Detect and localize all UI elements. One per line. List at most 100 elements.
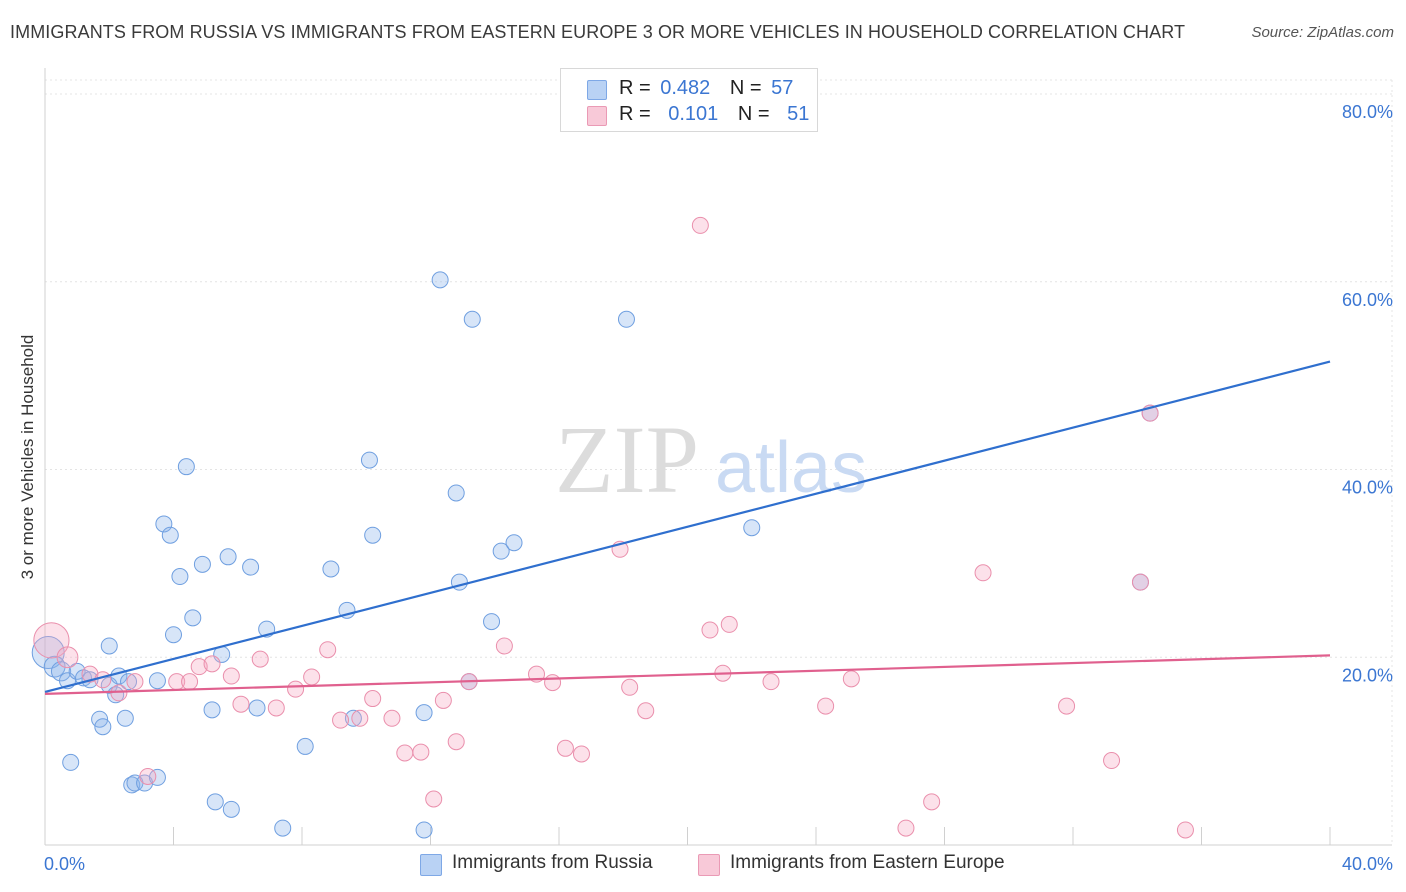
y-tick-label: 20.0% [1342,665,1393,685]
legend-r-label: R = [619,103,651,125]
data-point [351,709,369,727]
data-point [94,671,112,689]
data-point [762,673,780,691]
data-point [165,626,182,644]
data-point [242,558,260,576]
data-point [360,451,378,469]
data-point [415,704,433,722]
data-point [232,695,250,713]
data-point [415,821,433,839]
data-point [322,560,340,578]
data-point [556,739,574,757]
series-legend-label-russia: Immigrants from Russia [452,852,653,873]
legend-r-label: R = [619,77,651,99]
data-point [148,768,166,786]
data-point [248,699,266,717]
data-point [364,526,382,544]
data-point [203,655,221,673]
watermark-zip: ZIP [555,406,699,513]
data-point [222,667,240,685]
data-point [94,718,112,736]
data-point [139,767,157,785]
legend-r-value-eastern-europe: 0.101 [668,103,719,125]
data-point [701,621,719,639]
data-point [222,800,240,818]
data-point [274,819,292,837]
data-point [50,661,72,682]
data-point [572,745,590,763]
data-point [62,753,80,771]
legend-swatch-russia [587,80,607,100]
data-point [720,615,738,633]
data-point [56,646,79,669]
data-point [544,674,562,692]
data-point [81,665,99,683]
chart-source: Source: ZipAtlas.com [1251,24,1394,41]
data-point [287,680,305,698]
legend-n-value-russia: 57 [771,77,794,99]
data-point [425,790,443,808]
trend-line-1 [44,654,1331,695]
data-point [897,819,915,837]
watermark: ZIP atlas [555,406,867,513]
data-point [743,519,761,537]
correlation-legend: R = 0.482 N = 57 R = 0.101 N = 51 [560,68,818,132]
data-point [974,564,992,582]
data-point [206,793,224,811]
data-point [396,744,414,762]
data-point [817,697,835,715]
data-point [296,737,314,755]
data-point [100,637,118,655]
y-axis-label: 3 or more Vehicles in Household [18,334,37,580]
series-legend-swatch-eastern-europe [698,854,720,876]
chart-title: IMMIGRANTS FROM RUSSIA VS IMMIGRANTS FRO… [10,22,1186,42]
data-point [184,609,202,627]
series-legend-swatch-russia [420,854,442,876]
data-point [492,542,510,560]
data-point [1103,752,1121,770]
data-point [251,650,269,668]
data-point [68,662,86,680]
data-point [181,673,199,691]
data-point [923,793,941,811]
data-point [621,678,639,696]
data-point [447,484,465,502]
trend-line-0 [44,360,1331,694]
data-point [431,271,449,289]
data-point [463,310,481,328]
y-tick-labels: 20.0% 40.0% 60.0% 80.0% [1342,102,1393,685]
data-point [303,668,321,686]
data-point [126,673,144,691]
watermark-atlas: atlas [715,428,867,508]
data-point [171,568,189,586]
y-tick-label: 80.0% [1342,102,1393,122]
axes [44,68,1392,846]
data-point [842,670,860,688]
series-points-0 [31,271,1159,839]
data-point [332,711,350,729]
data-point [1176,821,1194,839]
data-point [505,534,523,552]
legend-n-label: N = [729,77,762,99]
data-point [203,701,221,719]
data-point [319,641,337,659]
data-point [161,526,179,544]
data-point [383,709,401,727]
data-point [447,733,465,751]
data-point [412,743,430,761]
legend-swatch-eastern-europe [587,106,607,126]
x-tick-label-min: 0.0% [44,854,85,874]
data-point [495,637,513,655]
series-legend-label-eastern-europe: Immigrants from Eastern Europe [730,852,1005,873]
data-point [177,458,195,476]
data-point [123,776,141,794]
data-point [120,673,138,691]
data-point [110,684,128,702]
x-tick-labels: 0.0% 40.0% [44,854,1393,874]
data-point [617,310,635,328]
data-point [1131,573,1149,591]
data-point [148,672,166,690]
y-tick-label: 60.0% [1342,290,1393,310]
data-point [1058,697,1076,715]
